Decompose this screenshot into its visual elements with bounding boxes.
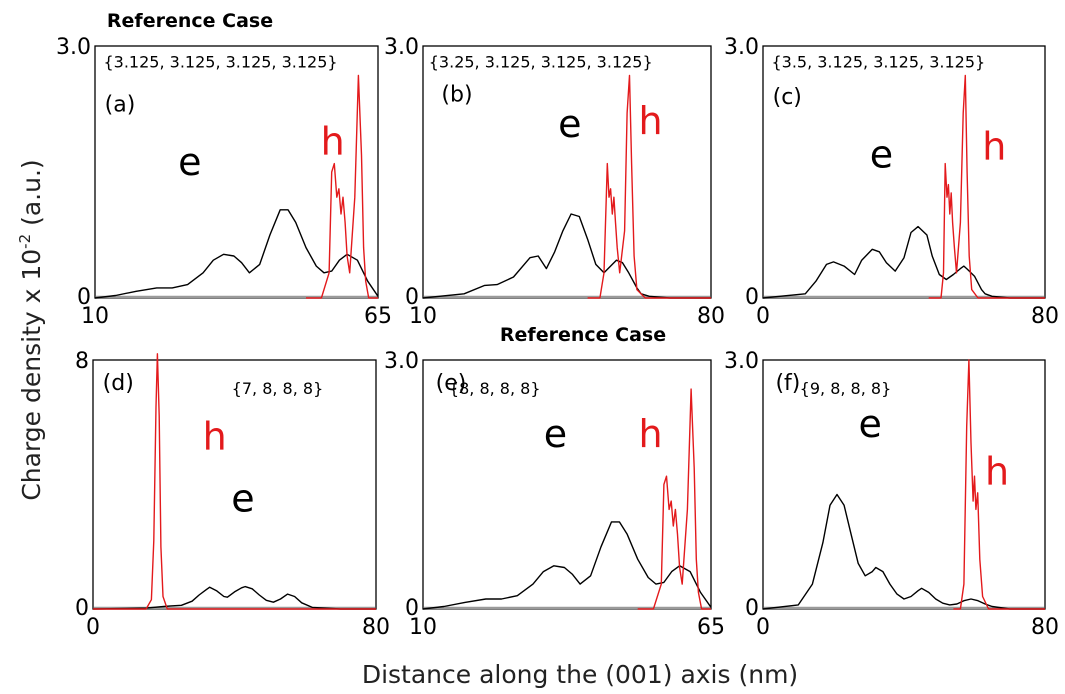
config-label: {3.5, 3.125, 3.125, 3.125}: [771, 53, 985, 72]
hole-density-line: [953, 359, 1045, 610]
electron-label: e: [858, 402, 881, 446]
electron-density-line: [762, 493, 1045, 610]
y-tick-label-min: 0: [745, 285, 759, 310]
hole-density-line: [928, 74, 1045, 299]
panel-label: (d): [103, 371, 134, 396]
x-tick-label-min: 10: [81, 304, 109, 329]
panel-f: 0 80 3.0 0 {9, 8, 8, 8}(f) e h: [724, 349, 1059, 640]
x-tick-label-min: 0: [86, 615, 100, 640]
config-label: {9, 8, 8, 8}: [800, 379, 892, 398]
hole-density-line: [587, 74, 711, 299]
y-tick-label-min: 0: [405, 596, 419, 621]
plot-frame: [762, 45, 1046, 299]
hole-label: h: [321, 119, 345, 163]
x-tick-label-max: 80: [1031, 615, 1059, 640]
config-label: {3.25, 3.125, 3.125, 3.125}: [429, 53, 653, 72]
electron-density-line: [762, 225, 1045, 299]
electron-label: e: [231, 477, 254, 521]
config-label: {3.125, 3.125, 3.125, 3.125}: [103, 53, 337, 72]
panel-c: 0 80 3.0 0 {3.5, 3.125, 3.125, 3.125} (c) e h: [724, 35, 1059, 329]
hole-label: h: [203, 415, 227, 459]
y-tick-label-max: 3.0: [724, 349, 759, 374]
panel-b: 10 80 3.0 0 {3.25, 3.125, 3.125, 3.125} (b) e h: [384, 35, 725, 329]
x-tick-label-max: 65: [697, 615, 725, 640]
hole-label: h: [638, 412, 662, 456]
electron-label: e: [178, 140, 201, 184]
panel-label: (b): [441, 82, 472, 107]
panel-e: 10 65 3.0 0 {8, 8, 8, 8}(e) e h Reference Case: [384, 324, 725, 640]
y-axis-label-unit: (a.u.): [17, 159, 46, 234]
electron-density-line: [422, 521, 712, 610]
electron-label: e: [544, 412, 567, 456]
x-tick-label-max: 80: [362, 615, 390, 640]
panel-label: (a): [105, 93, 136, 118]
panel-label: (c): [773, 85, 802, 110]
panel-a: 10 65 3.0 0 {3.125, 3.125, 3.125, 3.125} (a) e…: [56, 10, 392, 329]
x-tick-label-max: 80: [1031, 304, 1059, 329]
y-tick-label-max: 3.0: [384, 349, 419, 374]
y-tick-label-min: 0: [405, 285, 419, 310]
y-tick-label-min: 0: [745, 596, 759, 621]
y-tick-label-max: 3.0: [56, 35, 91, 60]
y-tick-label-min: 0: [77, 285, 91, 310]
hole-label: h: [638, 99, 662, 143]
y-axis-label-exponent: -2: [16, 234, 34, 249]
x-tick-label-min: 0: [756, 304, 770, 329]
electron-density-line: [92, 585, 376, 610]
x-tick-label-min: 10: [409, 304, 437, 329]
panel-label: (e): [436, 371, 467, 396]
reference-case-label: Reference Case: [107, 10, 273, 32]
hole-label: h: [982, 124, 1006, 168]
electron-label: e: [870, 132, 893, 176]
y-tick-label-max: 8: [75, 349, 89, 374]
y-tick-label-max: 3.0: [724, 35, 759, 60]
hole-label: h: [985, 450, 1009, 494]
hole-density-line: [637, 388, 711, 610]
y-tick-label-max: 3.0: [384, 35, 419, 60]
y-tick-label-min: 0: [75, 596, 89, 621]
electron-label: e: [558, 102, 581, 146]
panel-label: (f): [775, 371, 800, 396]
x-tick-label-max: 80: [697, 304, 725, 329]
x-tick-label-min: 0: [756, 615, 770, 640]
x-tick-label-min: 10: [409, 615, 437, 640]
config-label: {8, 8, 8, 8}: [449, 379, 541, 398]
hole-density-line: [93, 353, 376, 610]
hole-density-line: [306, 74, 378, 299]
electron-density-line: [94, 209, 379, 299]
x-tick-label-max: 65: [364, 304, 392, 329]
y-axis-label-main: Charge density x 10: [17, 249, 46, 501]
config-label: {7, 8, 8, 8}: [232, 379, 324, 398]
x-axis-label: Distance along the (001) axis (nm): [362, 660, 798, 689]
y-axis-label: Charge density x 10-2 (a.u.): [16, 159, 46, 500]
reference-case-label: Reference Case: [500, 324, 666, 346]
electron-density-line: [422, 213, 711, 299]
